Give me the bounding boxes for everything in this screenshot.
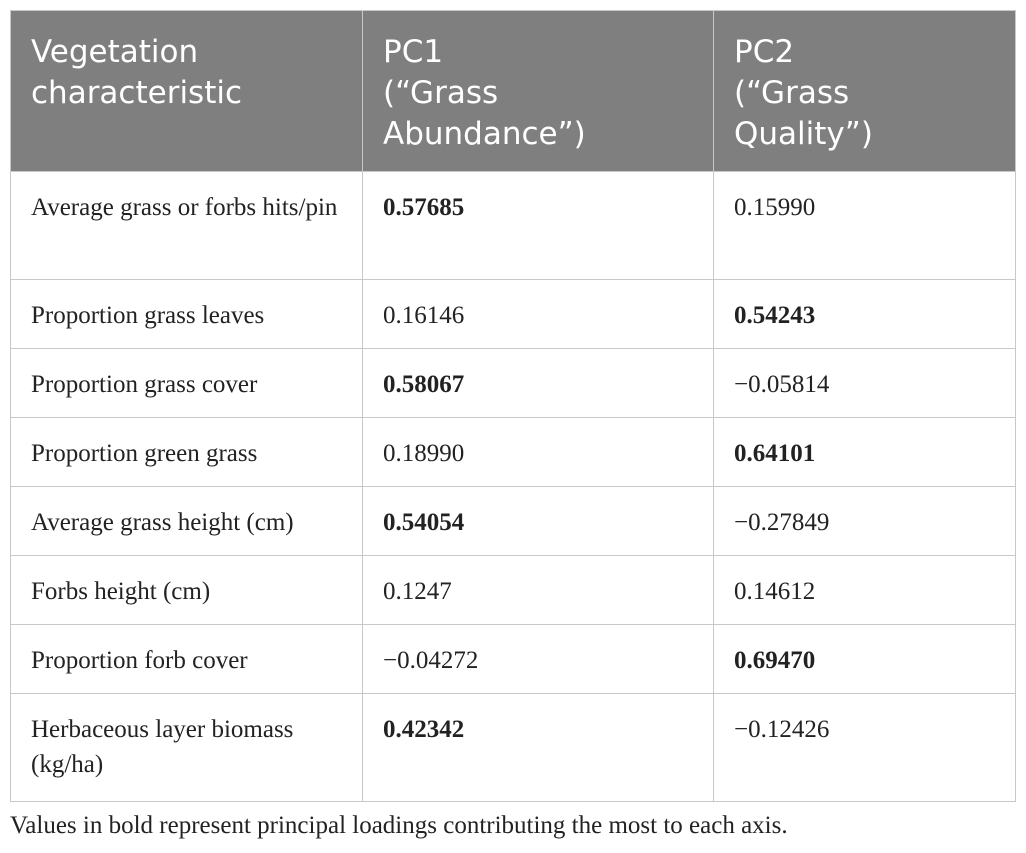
cell-pc1: 0.58067 [362,348,714,418]
header-vegetation-characteristic: Vegetation characteristic [10,10,363,172]
table-row: Herbaceous layer biomass (kg/ha) 0.42342… [10,693,1016,802]
table-header: Vegetation characteristic PC1 (“Grass Ab… [10,10,1016,172]
cell-pc1: 0.18990 [362,417,714,487]
cell-characteristic: Proportion grass cover [10,348,363,418]
table-footnote: Values in bold represent principal loadi… [10,812,788,839]
table-row: Proportion forb cover −0.04272 0.69470 [10,624,1016,694]
cell-pc2: −0.05814 [713,348,1016,418]
table-row: Forbs height (cm) 0.1247 0.14612 [10,555,1016,625]
cell-pc2: 0.69470 [713,624,1016,694]
cell-characteristic: Proportion forb cover [10,624,363,694]
cell-pc1: 0.16146 [362,279,714,349]
cell-pc1: −0.04272 [362,624,714,694]
loadings-table: Vegetation characteristic PC1 (“Grass Ab… [10,10,1016,802]
table-row: Proportion green grass 0.18990 0.64101 [10,417,1016,487]
header-pc1: PC1 (“Grass Abundance”) [362,10,714,172]
cell-pc2: −0.27849 [713,486,1016,556]
cell-pc1: 0.54054 [362,486,714,556]
cell-pc2: 0.64101 [713,417,1016,487]
cell-pc1: 0.1247 [362,555,714,625]
cell-pc2: 0.15990 [713,171,1016,280]
cell-characteristic: Average grass or forbs hits/pin [10,171,363,280]
table-row: Proportion grass leaves 0.16146 0.54243 [10,279,1016,349]
table-row: Proportion grass cover 0.58067 −0.05814 [10,348,1016,418]
cell-pc2: −0.12426 [713,693,1016,802]
cell-pc1: 0.57685 [362,171,714,280]
cell-characteristic: Forbs height (cm) [10,555,363,625]
cell-pc2: 0.54243 [713,279,1016,349]
cell-characteristic: Proportion green grass [10,417,363,487]
cell-characteristic: Average grass height (cm) [10,486,363,556]
table-body: Average grass or forbs hits/pin 0.57685 … [10,171,1016,802]
table-row: Average grass height (cm) 0.54054 −0.278… [10,486,1016,556]
table-row: Average grass or forbs hits/pin 0.57685 … [10,171,1016,280]
cell-characteristic: Proportion grass leaves [10,279,363,349]
cell-pc1: 0.42342 [362,693,714,802]
loadings-table-container: Vegetation characteristic PC1 (“Grass Ab… [10,10,1016,802]
header-pc2: PC2 (“Grass Quality”) [713,10,1016,172]
cell-pc2: 0.14612 [713,555,1016,625]
header-row: Vegetation characteristic PC1 (“Grass Ab… [10,10,1016,172]
cell-characteristic: Herbaceous layer biomass (kg/ha) [10,693,363,802]
